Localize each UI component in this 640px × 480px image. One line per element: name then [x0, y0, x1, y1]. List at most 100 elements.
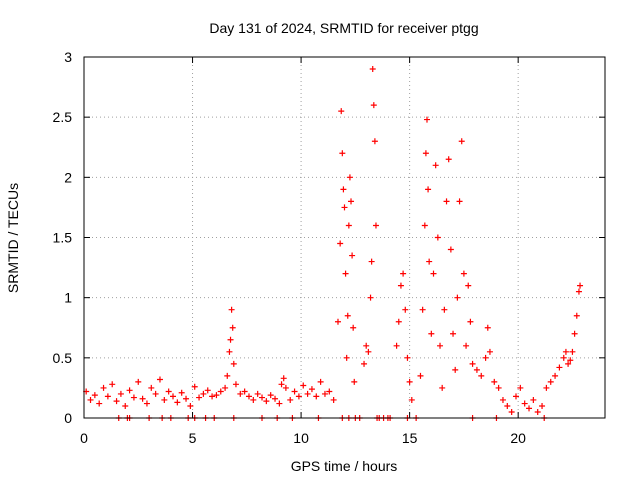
data-point: [517, 384, 524, 391]
data-point: [567, 357, 574, 364]
data-point: [196, 394, 203, 401]
data-point: [484, 324, 491, 331]
data-point: [400, 270, 407, 277]
data-point: [100, 384, 107, 391]
data-point: [569, 348, 576, 355]
data-point: [308, 386, 315, 393]
data-point: [450, 330, 457, 337]
data-point: [346, 174, 353, 181]
data-point: [200, 390, 207, 397]
data-point: [543, 384, 550, 391]
data-point: [417, 372, 424, 379]
data-point: [183, 395, 190, 402]
data-point: [547, 378, 554, 385]
data-point: [560, 354, 567, 361]
data-point: [96, 400, 103, 407]
data-point: [556, 364, 563, 371]
data-point: [552, 372, 559, 379]
y-tick-label: 0: [64, 410, 72, 426]
data-point: [91, 392, 98, 399]
data-point: [512, 393, 519, 400]
data-point: [135, 378, 142, 385]
data-point: [434, 234, 441, 241]
data-point: [473, 366, 480, 373]
y-tick-label: 1.5: [53, 230, 73, 246]
data-point: [469, 360, 476, 367]
data-point: [395, 318, 402, 325]
data-point: [287, 396, 294, 403]
data-point: [241, 388, 248, 395]
data-point: [339, 150, 346, 157]
data-point: [104, 393, 111, 400]
data-point: [348, 198, 355, 205]
x-tick-label: 5: [189, 430, 197, 446]
data-point: [148, 384, 155, 391]
data-point: [508, 408, 515, 415]
data-point: [441, 306, 448, 313]
data-point: [330, 396, 337, 403]
data-point: [351, 378, 358, 385]
data-point: [426, 258, 433, 265]
data-point: [213, 392, 220, 399]
data-point: [404, 354, 411, 361]
data-point: [229, 324, 236, 331]
x-axis-label: GPS time / hours: [291, 458, 398, 474]
chart-title: Day 131 of 2024, SRMTID for receiver ptg…: [209, 20, 478, 36]
data-point: [393, 342, 400, 349]
data-point: [530, 396, 537, 403]
data-point: [478, 372, 485, 379]
grid-lines: [84, 57, 605, 418]
data-point: [187, 402, 194, 409]
data-points: [83, 66, 584, 421]
data-point: [300, 382, 307, 389]
data-point: [337, 240, 344, 247]
data-point: [363, 342, 370, 349]
data-point: [456, 198, 463, 205]
data-point: [263, 398, 270, 405]
data-point: [428, 330, 435, 337]
data-point: [341, 204, 348, 211]
data-point: [156, 376, 163, 383]
data-point: [521, 400, 528, 407]
data-point: [371, 138, 378, 145]
data-point: [87, 396, 94, 403]
data-point: [406, 378, 413, 385]
data-point: [259, 394, 266, 401]
data-point: [143, 400, 150, 407]
data-point: [447, 246, 454, 253]
data-point: [437, 342, 444, 349]
y-axis-label: SRMTID / TECUs: [5, 183, 21, 293]
data-point: [367, 294, 374, 301]
data-point: [344, 312, 351, 319]
data-point: [504, 402, 511, 409]
data-point: [122, 402, 129, 409]
data-point: [170, 393, 177, 400]
x-tick-label: 20: [510, 430, 526, 446]
data-point: [204, 387, 211, 394]
data-point: [222, 384, 229, 391]
data-point: [113, 398, 120, 405]
data-point: [278, 381, 285, 388]
data-point: [326, 388, 333, 395]
data-point: [217, 388, 224, 395]
data-point: [562, 348, 569, 355]
data-point: [232, 381, 239, 388]
data-point: [368, 258, 375, 265]
data-point: [422, 150, 429, 157]
y-tick-label: 2: [64, 169, 72, 185]
data-point: [443, 198, 450, 205]
data-point: [226, 348, 233, 355]
data-point: [237, 390, 244, 397]
data-point: [534, 408, 541, 415]
data-point: [491, 378, 498, 385]
x-tick-label: 15: [402, 430, 418, 446]
data-point: [460, 270, 467, 277]
data-point: [577, 282, 584, 289]
data-point: [109, 381, 116, 388]
data-point: [421, 222, 428, 229]
data-point: [452, 366, 459, 373]
data-point: [340, 186, 347, 193]
data-point: [334, 318, 341, 325]
data-point: [227, 336, 234, 343]
